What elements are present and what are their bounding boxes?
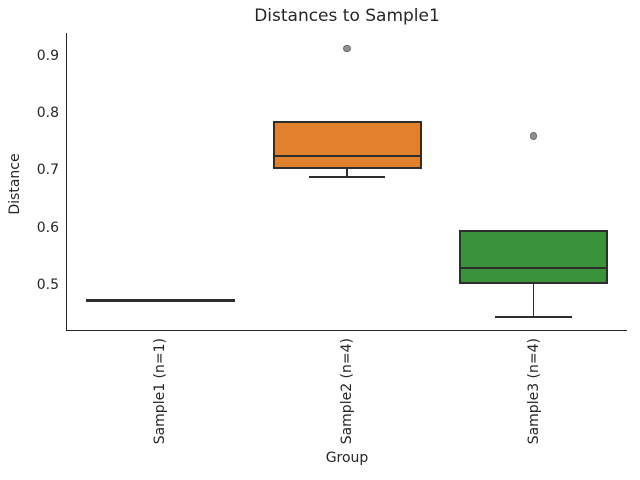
box-median <box>274 155 420 158</box>
x-tick-label: Sample1 (n=1) <box>152 338 169 445</box>
whisker <box>532 282 535 317</box>
whisker <box>346 168 348 177</box>
outlier-point <box>529 132 538 140</box>
box <box>272 120 422 170</box>
x-tick-label: Sample3 (n=4) <box>525 338 542 445</box>
chart-title: Distances to Sample1 <box>254 6 440 26</box>
y-tick-label: 0.5 <box>36 277 59 294</box>
flat-box-line <box>85 299 235 303</box>
y-tick-label: 0.9 <box>36 47 59 64</box>
whisker-cap <box>308 175 386 178</box>
box <box>459 229 609 284</box>
x-axis-label: Group <box>325 450 369 466</box>
outlier-point <box>343 45 351 53</box>
y-tick-label: 0.8 <box>36 105 59 122</box>
y-tick-label: 0.7 <box>36 162 59 179</box>
x-axis-spine <box>65 330 627 332</box>
y-tick-label: 0.6 <box>36 219 59 236</box>
y-axis-spine <box>65 33 68 330</box>
whisker-cap <box>495 315 572 318</box>
x-tick-label: Sample2 (n=4) <box>339 338 355 445</box>
box-median <box>461 266 607 270</box>
